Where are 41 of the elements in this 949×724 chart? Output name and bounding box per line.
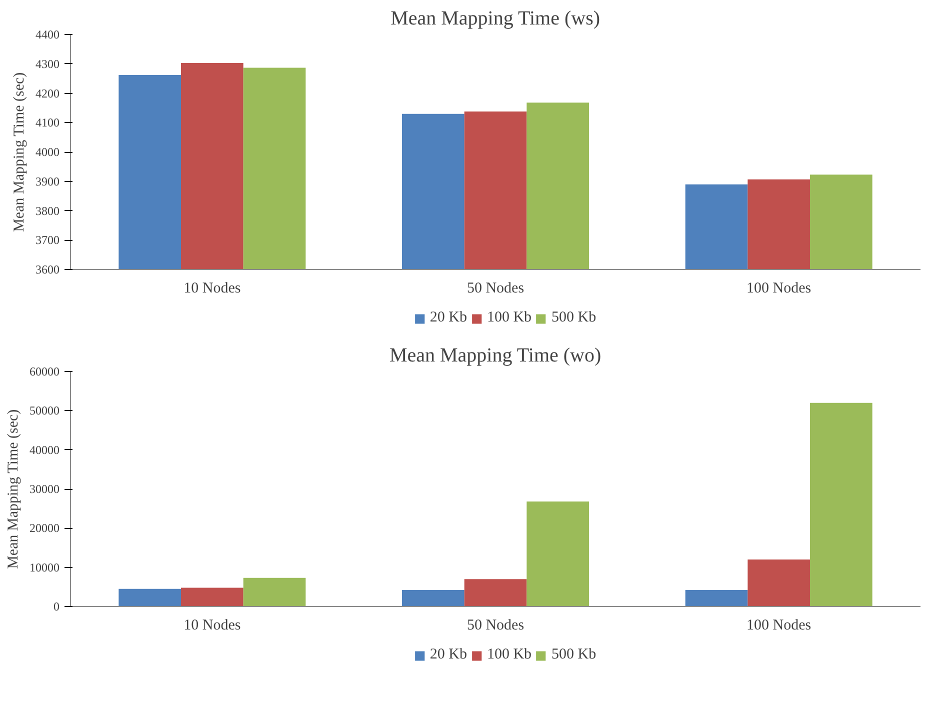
bar [181,588,244,606]
legend-label: 100 Kb [486,646,532,664]
x-tick-label: 100 Nodes [746,280,812,296]
y-tick-label: 3600 [36,262,60,276]
y-tick-label: 60000 [30,364,60,378]
x-tick-label: 10 Nodes [184,618,241,634]
bar [464,579,527,606]
chart-title: Mean Mapping Time (wo) [389,344,602,366]
bar [402,590,464,606]
legend-label: 100 Kb [486,310,532,326]
x-tick-label: 100 Nodes [746,618,812,634]
chart-title: Mean Mapping Time (ws) [390,8,600,30]
y-axis-title: Mean Mapping Time (sec) [6,409,22,569]
y-tick-label: 4100 [36,116,60,130]
legend-label: 500 Kb [552,646,596,664]
legend-label: 500 Kb [552,310,596,326]
bar [748,560,810,606]
y-tick-label: 10000 [30,560,60,574]
y-tick-label: 4000 [36,145,60,159]
bar [526,502,589,606]
bar [118,588,181,606]
x-tick-label: 50 Nodes [466,280,524,296]
x-tick-label: 10 Nodes [184,280,241,296]
y-tick-label: 3700 [36,233,60,248]
bar [810,402,872,606]
legend-label: 20 Kb [430,310,467,326]
y-tick-label: 30000 [30,482,60,496]
bar [685,590,748,606]
y-tick-label: 20000 [30,521,60,536]
y-tick-label: 4200 [36,86,60,100]
y-tick-label: 4400 [36,28,60,42]
legend-label: 20 Kb [430,646,467,664]
y-tick-label: 0 [54,600,60,614]
y-axis-title: Mean Mapping Time (sec) [12,72,28,232]
y-tick-label: 50000 [30,404,60,418]
y-tick-label: 4300 [36,56,60,71]
y-tick-label: 40000 [30,442,60,457]
x-tick-label: 50 Nodes [466,618,524,634]
bar [243,578,306,606]
y-tick-label: 3900 [36,174,60,188]
y-tick-label: 3800 [36,204,60,218]
